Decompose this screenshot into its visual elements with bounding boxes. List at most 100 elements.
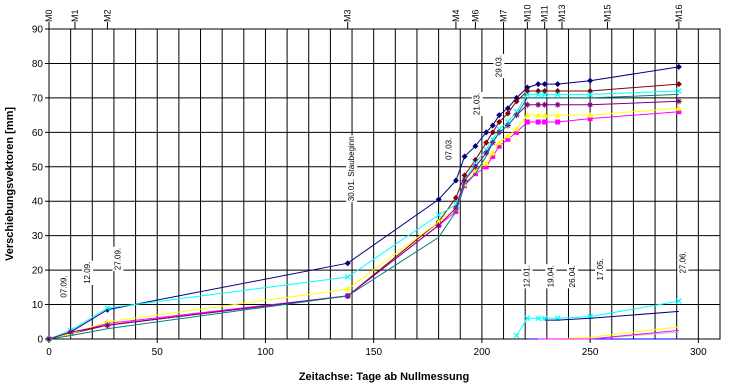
data-point: [461, 177, 468, 184]
data-point: [104, 305, 111, 311]
data-point: [504, 110, 511, 117]
annotation-label: 27.09.: [113, 248, 122, 270]
data-point: [587, 101, 594, 108]
annotation-label: 30.01. Staubeginn: [347, 136, 356, 201]
data-point: [524, 119, 530, 125]
data-point: [461, 153, 468, 160]
y-tick-label: 60: [32, 128, 44, 139]
data-point: [483, 164, 489, 170]
plot-area: [48, 28, 721, 340]
x-tick-label: 200: [474, 347, 491, 358]
data-point: [554, 101, 561, 108]
data-point: [435, 196, 442, 203]
annotation-bg: [493, 53, 505, 79]
data-point: [675, 81, 682, 88]
data-point: [490, 153, 496, 159]
milestone-label: M3: [343, 9, 353, 22]
data-point: [452, 205, 459, 212]
data-point: [435, 218, 442, 225]
milestone-label: M15: [602, 4, 612, 22]
x-tick-label: 100: [257, 347, 274, 358]
data-point: [675, 105, 682, 111]
annotation-bg: [112, 246, 124, 272]
data-point: [535, 119, 541, 125]
y-tick-label: 80: [32, 59, 44, 70]
annotation-label: 26.04.: [568, 265, 577, 287]
milestone-lines: M0 M1 M2 M3 M4 M6 M7 M10 M11 M13 M15 M16: [44, 4, 684, 29]
data-point: [675, 63, 682, 70]
data-point: [587, 116, 593, 122]
x-tick-label: 150: [365, 347, 382, 358]
data-point: [472, 163, 479, 170]
series-6: [48, 93, 679, 340]
annotation-bg: [521, 264, 533, 289]
data-point: [554, 91, 561, 98]
annotation-label: 12.01.: [523, 265, 532, 287]
milestone-label: M4: [451, 9, 461, 22]
data-point: [435, 222, 442, 229]
data-point: [452, 177, 459, 184]
data-point: [535, 112, 542, 118]
data-point: [542, 119, 548, 125]
data-point: [344, 286, 351, 292]
data-point: [524, 84, 531, 91]
axis-ticks: 0 10 20 30 40 50 60 70 80 90 0 50 100 150 200 250 300: [32, 25, 707, 359]
data-point: [67, 329, 74, 336]
x-tick-label: 300: [690, 347, 707, 358]
data-point: [524, 101, 531, 108]
milestone-label: M16: [674, 4, 684, 22]
milestone-label: M6: [470, 9, 480, 22]
milestone-label: M0: [44, 9, 54, 22]
x-tick-label: 50: [152, 347, 164, 358]
data-point: [496, 143, 502, 149]
data-point: [504, 132, 511, 139]
data-point: [675, 298, 682, 305]
data-point: [496, 112, 503, 119]
data-point: [675, 98, 682, 105]
data-point: [587, 77, 594, 84]
data-point: [676, 109, 682, 115]
data-point: [524, 315, 531, 322]
data-point: [513, 125, 520, 132]
annotation-label: 07.09.: [59, 275, 68, 297]
y-tick-label: 10: [32, 300, 44, 311]
series-line: [48, 93, 679, 340]
data-point: [483, 139, 490, 146]
annotation-bg: [82, 260, 94, 285]
milestone-label: M7: [499, 9, 509, 22]
data-point: [524, 112, 531, 118]
series-line: [544, 310, 679, 321]
series-9: [544, 310, 679, 321]
y-tick-label: 30: [32, 231, 44, 242]
data-point: [513, 332, 520, 339]
data-point: [483, 150, 490, 156]
annotation-label: 07.03.: [445, 138, 454, 160]
data-point: [461, 172, 468, 179]
milestone-label: M2: [102, 9, 112, 22]
data-point: [483, 160, 490, 166]
data-point: [489, 150, 496, 156]
y-tick-label: 70: [32, 93, 44, 104]
data-point: [344, 260, 351, 267]
data-point: [675, 88, 682, 94]
annotation-bg: [346, 135, 358, 203]
annotation-bg: [58, 274, 70, 299]
annotations: 07.09. 12.09. 27.09. 30.01. Staubeginn 07.03…: [58, 53, 689, 299]
milestone-label: M11: [540, 5, 550, 22]
data-point: [554, 81, 561, 88]
annotation-label: 29.03.: [494, 55, 503, 77]
milestone-label: M1: [70, 9, 80, 22]
series-line: [538, 329, 679, 340]
data-point: [489, 122, 496, 129]
data-point: [535, 315, 542, 322]
annotation-bg: [443, 136, 455, 161]
data-point: [505, 136, 511, 142]
data-point: [541, 101, 548, 108]
annotation-label: 12.09.: [83, 262, 92, 284]
annotation-bg: [471, 91, 483, 117]
data-point: [344, 274, 351, 280]
data-point: [535, 81, 542, 88]
data-point: [472, 143, 479, 150]
annotation-bg: [677, 250, 689, 275]
